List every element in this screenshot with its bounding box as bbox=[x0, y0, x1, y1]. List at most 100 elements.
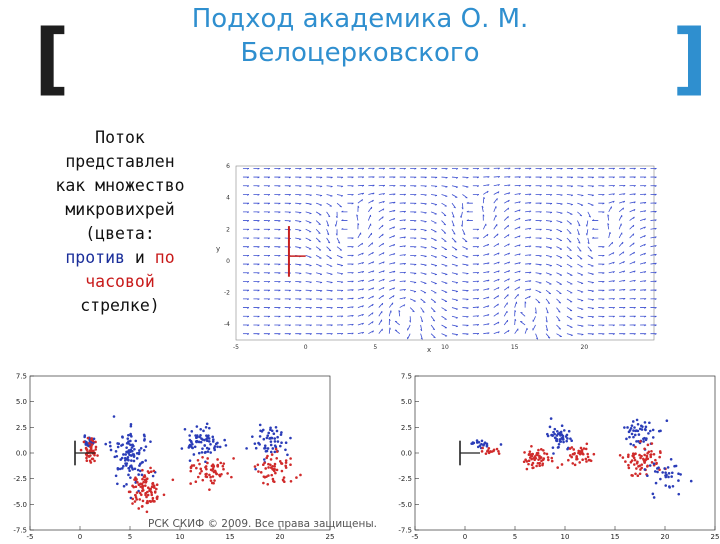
vortex-point bbox=[477, 446, 480, 449]
vortex-point bbox=[213, 479, 216, 482]
vector-arrowhead bbox=[335, 225, 336, 227]
vortex-point bbox=[270, 440, 273, 443]
vortex-point bbox=[629, 443, 632, 446]
vector-arrow bbox=[295, 238, 301, 239]
vortex-point bbox=[208, 488, 211, 491]
vortex-point bbox=[190, 430, 193, 433]
vector-arrow bbox=[567, 238, 571, 242]
vortex-point bbox=[206, 457, 209, 460]
vector-arrow bbox=[577, 316, 583, 317]
vortex-point bbox=[215, 472, 218, 475]
vortex-point bbox=[263, 438, 266, 441]
vector-arrow bbox=[588, 255, 593, 258]
vector-arrow bbox=[556, 281, 561, 284]
vector-arrow bbox=[452, 316, 458, 318]
vortex-point bbox=[131, 485, 134, 488]
vortex-point bbox=[653, 496, 656, 499]
vector-arrow bbox=[494, 224, 497, 229]
vortex-point bbox=[187, 446, 190, 449]
vector-arrow bbox=[431, 212, 437, 214]
vector-arrow bbox=[431, 238, 437, 240]
vortex-point bbox=[264, 444, 267, 447]
vortex-point bbox=[251, 435, 254, 438]
desc-line-8: стрелке) bbox=[20, 294, 220, 318]
vortex-point bbox=[127, 474, 130, 477]
vector-arrow bbox=[577, 308, 583, 310]
vector-arrow bbox=[587, 229, 588, 235]
vortex-point bbox=[258, 443, 261, 446]
vortex-point bbox=[677, 479, 680, 482]
vortex-point bbox=[181, 447, 184, 450]
vortex-point bbox=[133, 448, 136, 451]
vortex-point bbox=[489, 450, 492, 453]
vector-arrow bbox=[533, 316, 535, 321]
vector-arrow bbox=[379, 311, 382, 316]
vector-arrow bbox=[567, 308, 572, 311]
vortex-point bbox=[587, 456, 590, 459]
vector-arrowhead bbox=[456, 187, 458, 188]
vector-arrow bbox=[567, 325, 573, 327]
vector-arrow bbox=[306, 203, 312, 204]
vortex-point bbox=[627, 454, 630, 457]
vortex-point bbox=[527, 463, 530, 466]
y-tick-label: 6 bbox=[226, 163, 230, 170]
y-tick-label: 0.0 bbox=[16, 450, 27, 458]
vortex-point bbox=[581, 458, 584, 461]
x-tick-label: 0 bbox=[78, 533, 82, 540]
vortex-point bbox=[528, 459, 531, 462]
vortex-point bbox=[125, 451, 128, 454]
vector-arrow bbox=[536, 264, 542, 265]
vortex-point bbox=[279, 460, 282, 463]
vortex-point bbox=[254, 465, 257, 468]
vortex-point bbox=[632, 420, 635, 423]
vortex-point bbox=[528, 453, 531, 456]
vector-arrow bbox=[421, 247, 427, 248]
vortex-point bbox=[90, 461, 93, 464]
vortex-point bbox=[136, 481, 139, 484]
vortex-point bbox=[643, 454, 646, 457]
vector-arrow bbox=[577, 264, 582, 267]
description-text: Поток представлен как множество микрових… bbox=[20, 126, 220, 318]
vector-arrow bbox=[442, 273, 448, 275]
vector-arrow bbox=[337, 281, 343, 282]
vector-arrowhead bbox=[466, 187, 468, 188]
vortex-point bbox=[216, 445, 219, 448]
vortex-point bbox=[138, 498, 141, 501]
vortex-point bbox=[566, 437, 569, 440]
vortex-point bbox=[279, 445, 282, 448]
vortex-point bbox=[652, 436, 655, 439]
vector-arrow bbox=[327, 186, 333, 187]
x-axis-label: x bbox=[427, 346, 431, 354]
vortex-point bbox=[88, 442, 91, 445]
desc-by-word: по bbox=[155, 248, 175, 267]
vortex-point bbox=[670, 475, 673, 478]
vortex-point bbox=[641, 428, 644, 431]
vortex-point bbox=[633, 457, 636, 460]
vortex-point bbox=[119, 468, 122, 471]
vortex-point bbox=[565, 440, 568, 443]
vector-arrow bbox=[421, 264, 427, 265]
vector-arrowhead bbox=[329, 250, 331, 251]
vortex-point bbox=[195, 467, 198, 470]
vector-arrow bbox=[379, 329, 383, 334]
vortex-point bbox=[653, 453, 656, 456]
x-tick-label: 15 bbox=[611, 533, 620, 540]
vector-arrow bbox=[337, 255, 343, 257]
vector-arrow bbox=[368, 224, 370, 230]
vortex-point bbox=[523, 451, 526, 454]
vector-arrow bbox=[483, 224, 486, 229]
vortex-point bbox=[553, 433, 556, 436]
vector-arrow bbox=[442, 334, 448, 336]
vector-arrowhead bbox=[444, 233, 446, 234]
vortex-point bbox=[533, 458, 536, 461]
vector-arrow bbox=[389, 328, 390, 334]
vector-arrow bbox=[295, 247, 301, 248]
vortex-point bbox=[245, 447, 248, 450]
vector-arrow bbox=[556, 334, 561, 337]
vortex-point bbox=[634, 459, 637, 462]
vortex-point bbox=[557, 446, 560, 449]
vortex-point bbox=[638, 454, 641, 457]
vortex-point bbox=[498, 452, 501, 455]
vector-arrow bbox=[316, 194, 322, 195]
vortex-point bbox=[143, 439, 146, 442]
